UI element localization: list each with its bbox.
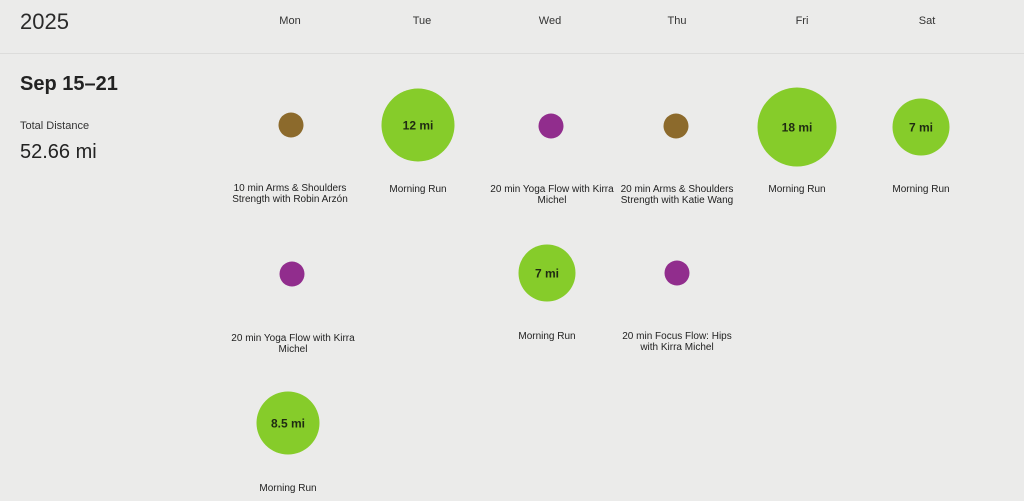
workout-circle-wed-run[interactable]: 7 mi: [518, 244, 576, 302]
day-header-fri: Fri: [795, 15, 809, 27]
workout-circle-sat-run[interactable]: 7 mi: [892, 98, 950, 156]
week-range: Sep 15–21: [20, 73, 118, 95]
workout-circle-fri-run[interactable]: 18 mi: [757, 87, 837, 167]
workout-circle-wed-yoga[interactable]: [538, 113, 564, 139]
workout-circle-thu-yoga[interactable]: [664, 260, 690, 286]
workout-circle-mon-yoga[interactable]: [279, 261, 305, 287]
workout-circle-tue-run[interactable]: 12 mi: [381, 88, 455, 162]
workout-distance-sat-run: 7 mi: [908, 120, 933, 134]
workout-distance-wed-run: 7 mi: [534, 266, 559, 280]
workout-label-fri-run[interactable]: Morning Run: [768, 184, 826, 195]
header-divider: [0, 53, 1024, 54]
workout-circle-thu-strength[interactable]: [663, 113, 689, 139]
day-header-mon: Mon: [279, 15, 301, 27]
workout-label-wed-run[interactable]: Morning Run: [518, 331, 576, 342]
workout-distance-fri-run: 18 mi: [781, 120, 813, 134]
year-title: 2025: [20, 9, 69, 34]
day-header-tue: Tue: [412, 15, 432, 27]
total-distance-label: Total Distance: [20, 120, 90, 132]
workout-label-thu-strength[interactable]: 20 min Arms & Shoulders Strength with Ka…: [620, 184, 734, 206]
workout-label-mon-run[interactable]: Morning Run: [259, 483, 317, 494]
workout-circle-mon-strength[interactable]: [278, 112, 304, 138]
workout-label-sat-run[interactable]: Morning Run: [892, 184, 950, 195]
day-header-thu: Thu: [667, 15, 687, 27]
workout-distance-tue-run: 12 mi: [402, 118, 434, 132]
total-distance-value: 52.66 mi: [20, 141, 97, 163]
workout-label-mon-strength[interactable]: 10 min Arms & Shoulders Strength with Ro…: [232, 183, 348, 205]
workout-circle-mon-run[interactable]: 8.5 mi: [256, 391, 320, 455]
workout-label-wed-yoga[interactable]: 20 min Yoga Flow with Kirra Michel: [490, 184, 614, 206]
workout-distance-mon-run: 8.5 mi: [270, 416, 306, 430]
day-header-sat: Sat: [918, 15, 936, 27]
day-header-wed: Wed: [538, 15, 562, 27]
workout-label-thu-yoga[interactable]: 20 min Focus Flow: Hips with Kirra Miche…: [622, 331, 732, 353]
workout-label-tue-run[interactable]: Morning Run: [389, 184, 447, 195]
workout-label-mon-yoga[interactable]: 20 min Yoga Flow with Kirra Michel: [231, 333, 355, 355]
